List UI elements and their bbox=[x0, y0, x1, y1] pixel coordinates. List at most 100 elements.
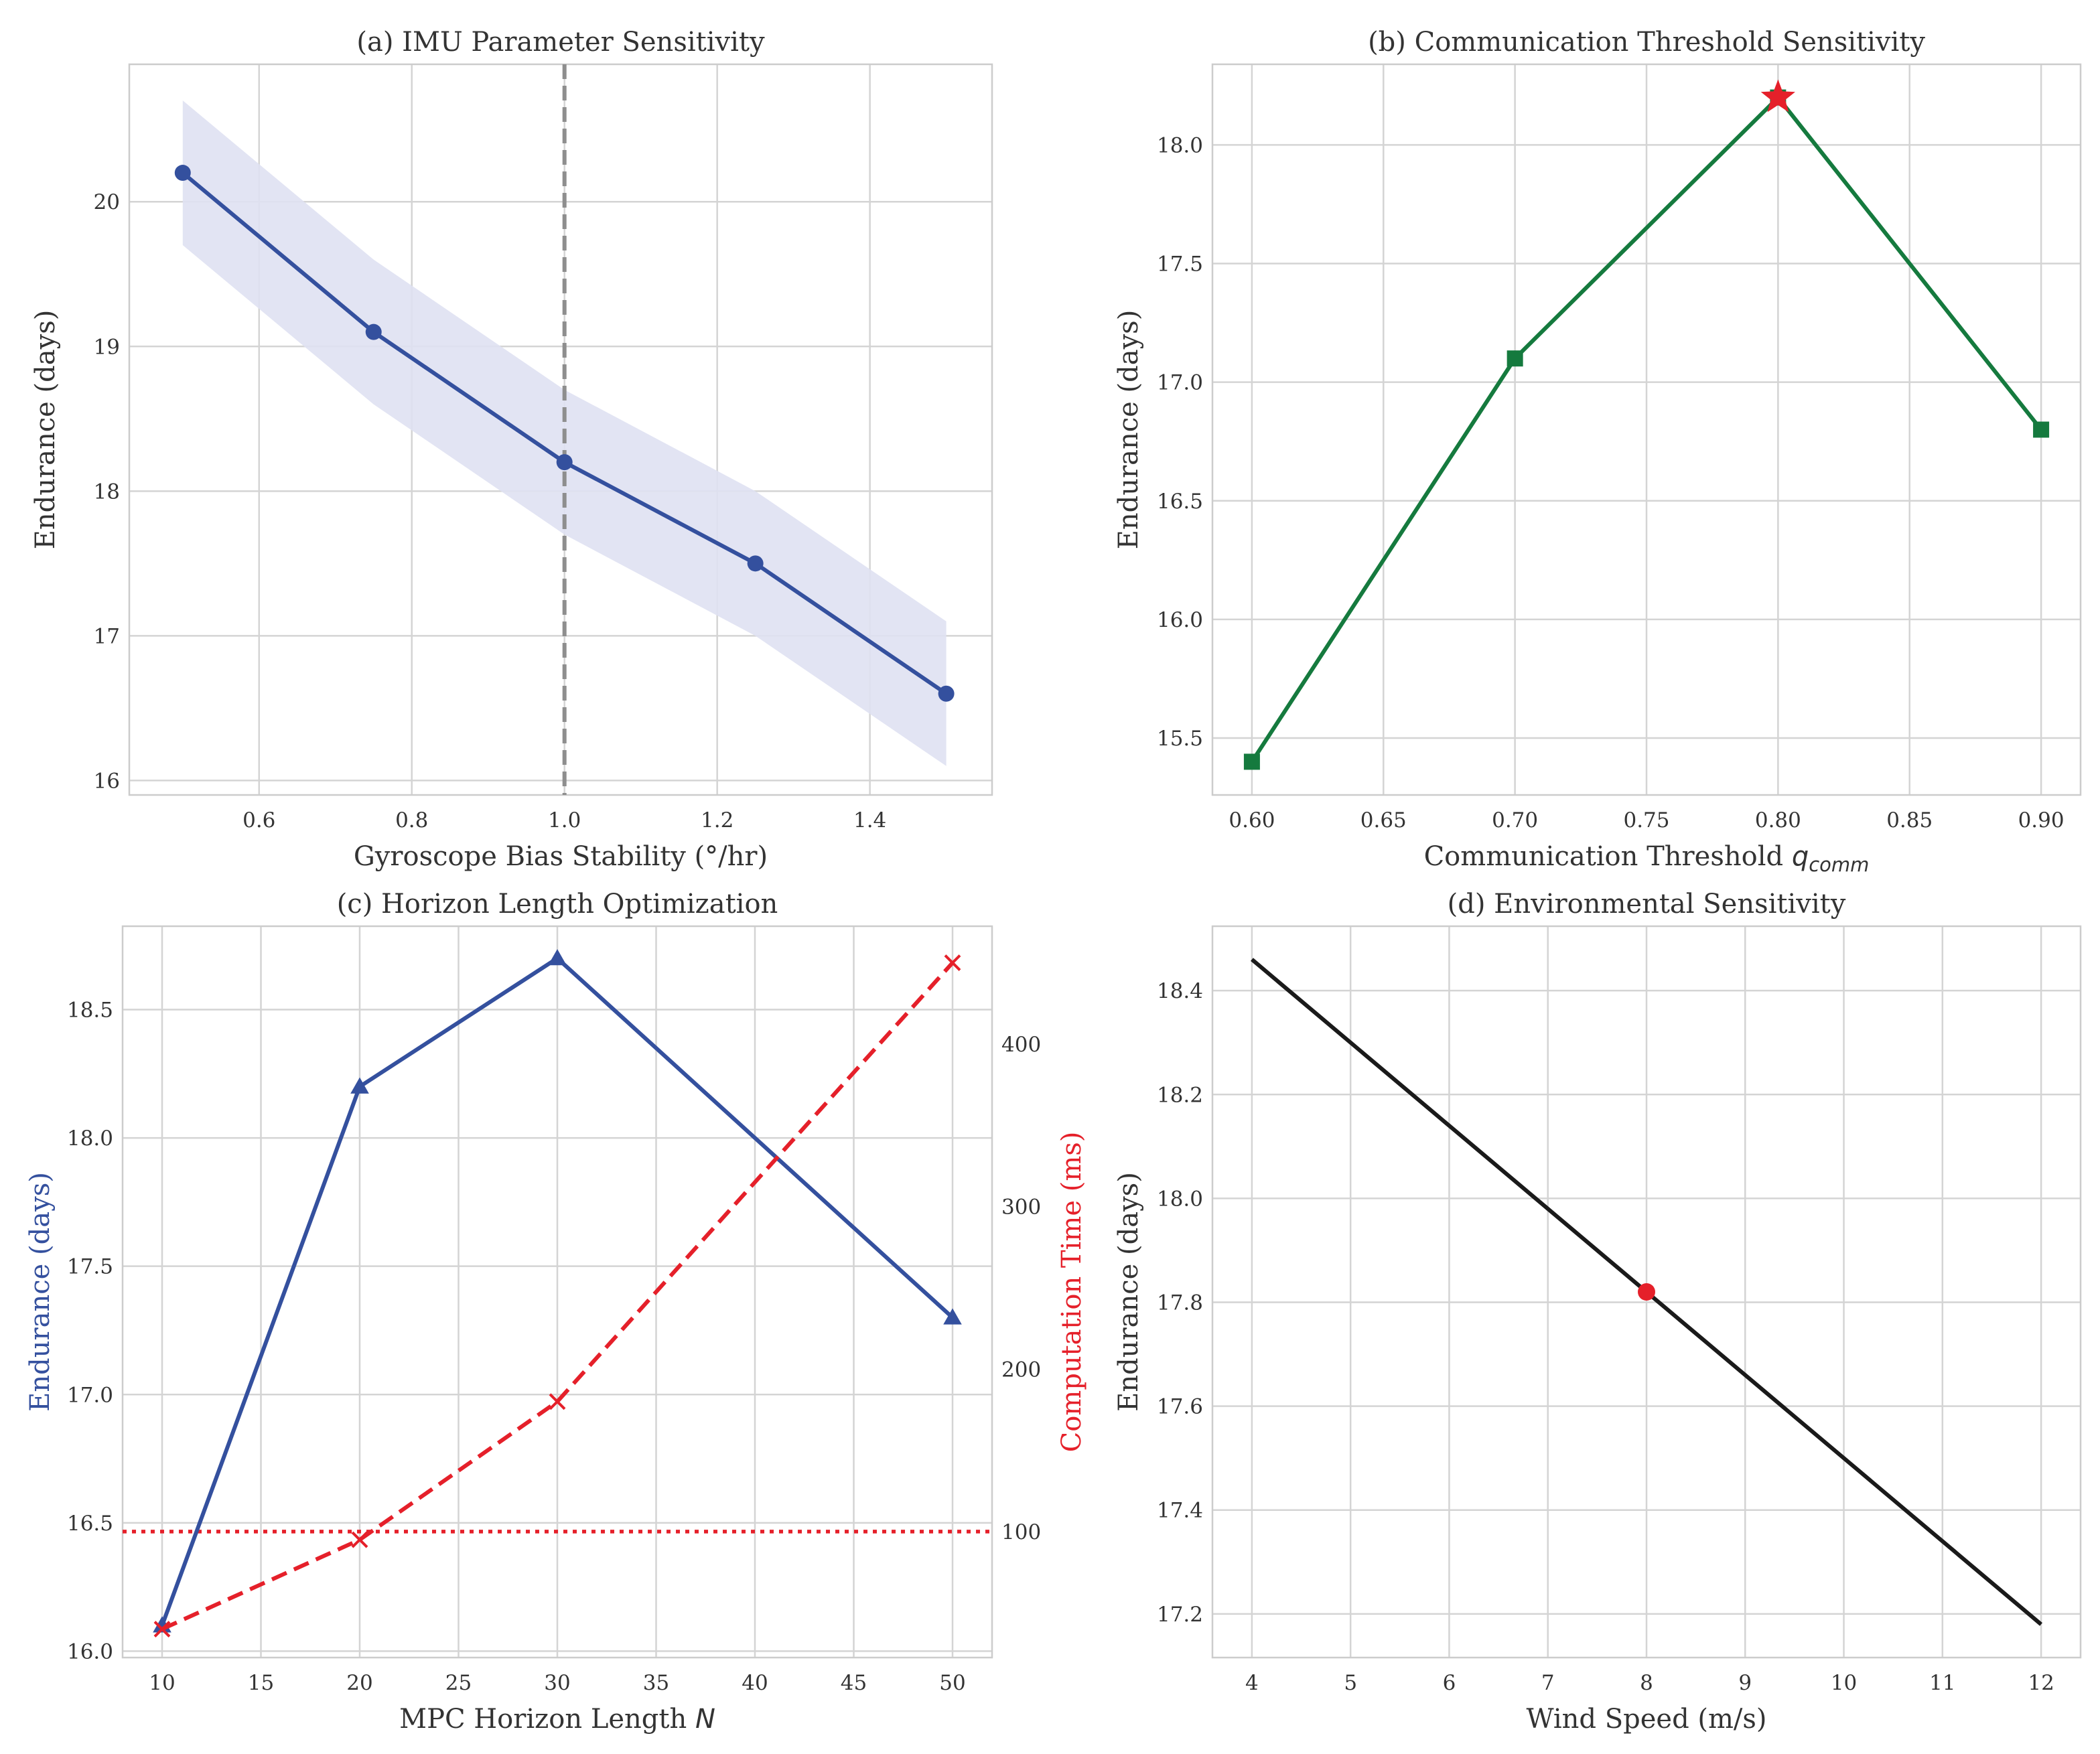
panel-a: 0.6 0.8 1.0 1.2 1.4 16 17 18 19 20 (a) IMU Paramet… bbox=[30, 27, 993, 872]
panel-title: (b) Communication Threshold Sensitivity bbox=[1368, 27, 1925, 58]
x-tick-label: 0.75 bbox=[1623, 808, 1669, 832]
y2-tick-label: 300 bbox=[1001, 1195, 1041, 1220]
x-tick-label: 35 bbox=[643, 1671, 669, 1695]
data-point bbox=[153, 1621, 171, 1637]
x-axis-label-text: Communication Threshold bbox=[1424, 841, 1792, 872]
x-axis-label-symbol: q bbox=[1792, 841, 1809, 872]
x-axis-label: Gyroscope Bias Stability (°/hr) bbox=[354, 841, 768, 872]
data-point bbox=[351, 1531, 368, 1548]
x-axis-label-text: Gyroscope Bias Stability (°/hr) bbox=[354, 841, 768, 872]
x-axis-label-symbol: N bbox=[695, 1704, 715, 1735]
y-tick-label: 18.5 bbox=[67, 999, 113, 1023]
y-tick-label: 18.4 bbox=[1157, 979, 1203, 1003]
y2-tick-label: 400 bbox=[1001, 1033, 1041, 1057]
data-point bbox=[549, 1393, 566, 1410]
x-tick-label: 4 bbox=[1245, 1671, 1259, 1695]
x-tick-label: 1.4 bbox=[853, 808, 886, 832]
x-tick-label: 40 bbox=[742, 1671, 768, 1695]
panel-d: 4 5 6 7 8 9 10 11 12 17.2 17.4 17.6 17.8 18.0 18.2 18.4… bbox=[1113, 889, 2082, 1735]
y-tick-label: 17.6 bbox=[1157, 1395, 1203, 1419]
highlight-point bbox=[1638, 1283, 1655, 1301]
series-line-2 bbox=[161, 961, 955, 1631]
data-point bbox=[943, 1308, 962, 1325]
y-axis-label: Endurance (days) bbox=[30, 310, 61, 550]
y-tick-label: 17.0 bbox=[1157, 371, 1203, 395]
y-tick-label: 16.5 bbox=[67, 1512, 113, 1536]
x-tick-label: 10 bbox=[1831, 1671, 1857, 1695]
y-tick-label: 17.2 bbox=[1157, 1603, 1203, 1627]
panel-title: (c) Horizon Length Optimization bbox=[337, 889, 778, 920]
data-point bbox=[174, 165, 191, 181]
x-tick-label: 0.70 bbox=[1492, 808, 1538, 832]
panel-title: (d) Environmental Sensitivity bbox=[1448, 889, 1846, 920]
x-tick-label: 25 bbox=[445, 1671, 472, 1695]
x-tick-label: 12 bbox=[2028, 1671, 2054, 1695]
x-tick-label: 15 bbox=[248, 1671, 274, 1695]
y-tick-label: 16.5 bbox=[1157, 490, 1203, 514]
data-point bbox=[1507, 350, 1523, 367]
panel-b: 0.60 0.65 0.70 0.75 0.80 0.85 0.90 15.5 16.0 16.5… bbox=[1113, 27, 2082, 876]
x-tick-label: 50 bbox=[939, 1671, 965, 1695]
data-point bbox=[747, 555, 764, 572]
x-tick-label: 0.8 bbox=[395, 808, 428, 832]
y-axis-label: Endurance (days) bbox=[25, 1172, 56, 1412]
y-tick-label: 17.5 bbox=[67, 1255, 113, 1279]
x-axis-label: Wind Speed (m/s) bbox=[1526, 1704, 1766, 1735]
x-axis-label-text: Wind Speed (m/s) bbox=[1526, 1704, 1766, 1735]
x-axis-label-text: MPC Horizon Length bbox=[399, 1704, 695, 1735]
y-tick-label: 17.4 bbox=[1157, 1499, 1203, 1523]
y-tick-label: 18.0 bbox=[67, 1126, 113, 1151]
data-point bbox=[365, 323, 382, 340]
plot-frame bbox=[121, 925, 993, 1659]
y-tick-label: 15.5 bbox=[1157, 727, 1203, 751]
x-tick-label: 11 bbox=[1929, 1671, 1955, 1695]
x-tick-label: 0.6 bbox=[242, 808, 275, 832]
x-tick-label: 9 bbox=[1738, 1671, 1752, 1695]
y-axis-label: Endurance (days) bbox=[1113, 310, 1144, 550]
x-tick-label: 0.90 bbox=[2018, 808, 2064, 832]
y-tick-label: 16 bbox=[94, 769, 120, 793]
y-tick-label: 16.0 bbox=[1157, 608, 1203, 632]
highlight-point bbox=[1760, 79, 1795, 113]
x-tick-label: 8 bbox=[1640, 1671, 1653, 1695]
x-tick-label: 0.65 bbox=[1360, 808, 1407, 832]
panel-c: 10 15 20 25 30 35 40 45 50 16.0 16.5 17.0 17.5 18.0 18… bbox=[25, 889, 1087, 1735]
x-tick-label: 30 bbox=[544, 1671, 570, 1695]
series-line-1 bbox=[1250, 95, 2043, 763]
x-tick-label: 45 bbox=[841, 1671, 867, 1695]
x-tick-label: 7 bbox=[1541, 1671, 1555, 1695]
data-point bbox=[944, 954, 961, 972]
data-point bbox=[548, 949, 567, 966]
x-tick-label: 0.60 bbox=[1229, 808, 1275, 832]
y-tick-label: 20 bbox=[94, 190, 120, 214]
y-tick-label: 17.8 bbox=[1157, 1291, 1203, 1315]
panel-title: (a) IMU Parameter Sensitivity bbox=[356, 27, 765, 58]
x-tick-label: 5 bbox=[1344, 1671, 1357, 1695]
x-tick-label: 1.0 bbox=[548, 808, 581, 832]
y-tick-label: 19 bbox=[94, 335, 120, 359]
y-tick-label: 17.5 bbox=[1157, 252, 1203, 277]
x-axis-label-subscript: comm bbox=[1809, 853, 1869, 876]
y2-axis-label: Computation Time (ms) bbox=[1056, 1132, 1087, 1453]
x-tick-label: 10 bbox=[149, 1671, 175, 1695]
y2-tick-label: 200 bbox=[1001, 1358, 1041, 1382]
y-tick-label: 18.0 bbox=[1157, 1187, 1203, 1211]
plot-frame bbox=[1211, 63, 2082, 796]
y-tick-label: 17.0 bbox=[67, 1383, 113, 1407]
x-tick-label: 6 bbox=[1443, 1671, 1456, 1695]
y-tick-label: 18 bbox=[94, 480, 120, 504]
y-tick-label: 16.0 bbox=[67, 1639, 113, 1664]
y-axis-label: Endurance (days) bbox=[1113, 1172, 1144, 1412]
data-point bbox=[938, 685, 955, 702]
data-point bbox=[556, 454, 573, 471]
y-tick-label: 18.0 bbox=[1157, 133, 1203, 157]
x-axis-label: Communication Threshold qcomm bbox=[1424, 841, 1870, 876]
x-tick-label: 0.85 bbox=[1886, 808, 1933, 832]
x-tick-label: 0.80 bbox=[1755, 808, 1801, 832]
x-tick-label: 20 bbox=[346, 1671, 372, 1695]
data-point bbox=[1243, 753, 1260, 770]
data-point bbox=[2033, 421, 2050, 438]
y-tick-label: 18.2 bbox=[1157, 1083, 1203, 1107]
x-tick-label: 1.2 bbox=[701, 808, 733, 832]
